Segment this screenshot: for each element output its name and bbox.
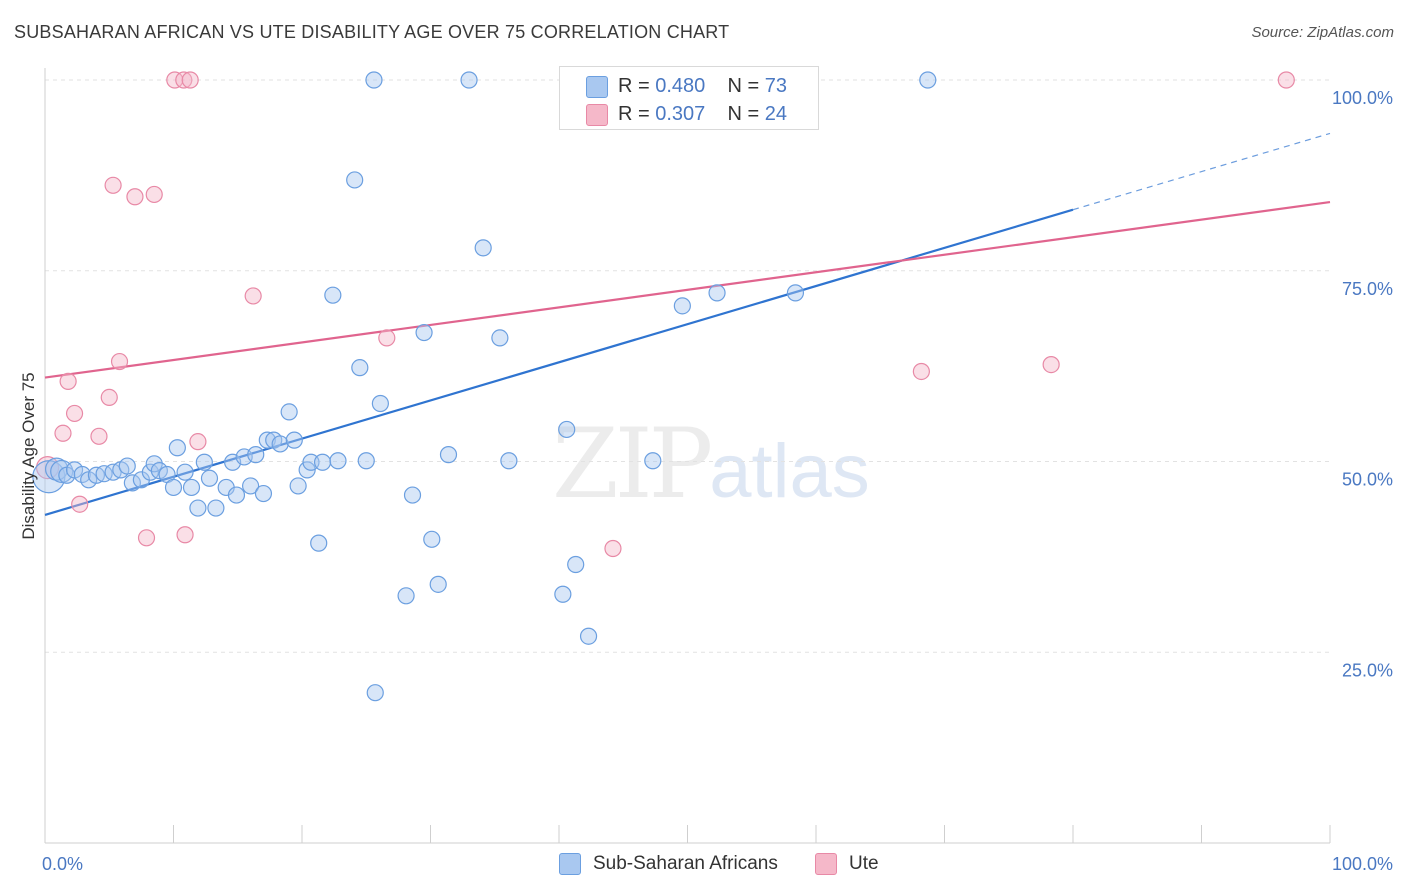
tick-labels: 25.0% 50.0% 75.0% 100.0% 0.0% 100.0%: [42, 88, 1393, 874]
data-point-subsaharan: [673, 297, 691, 315]
data-point-subsaharan: [207, 499, 225, 517]
data-point-subsaharan: [371, 394, 389, 413]
data-point-subsaharan: [254, 484, 273, 503]
data-point-subsaharan: [366, 684, 384, 702]
legend-swatch-ute-bottom: [815, 853, 837, 875]
data-point-subsaharan: [258, 431, 276, 449]
source-credit: Source: ZipAtlas.com: [1251, 24, 1394, 41]
data-point-ute: [137, 529, 156, 547]
data-point-subsaharan: [164, 478, 183, 497]
data-point-ute: [176, 526, 194, 544]
legend-swatch-subsaharan: [586, 76, 608, 98]
data-point-subsaharan: [118, 457, 136, 475]
data-point-subsaharan: [289, 477, 307, 495]
data-point-subsaharan: [195, 453, 213, 471]
legend-swatch-subsaharan-bottom: [559, 853, 581, 875]
legend-stats-subsaharan: R = 0.480 N = 73: [618, 75, 788, 97]
data-point-subsaharan: [285, 431, 303, 449]
data-point-subsaharan: [365, 71, 383, 89]
data-point-subsaharan: [439, 446, 458, 464]
data-point-subsaharan: [324, 286, 342, 304]
data-point-subsaharan: [242, 477, 260, 495]
data-point-ute: [100, 388, 118, 407]
data-point-ute: [1042, 355, 1060, 374]
data-point-ute: [71, 495, 89, 513]
trend-line-extension: [1072, 132, 1331, 211]
data-point-subsaharan: [423, 530, 441, 548]
trend-line-ute: [44, 200, 1331, 379]
data-point-ute: [104, 176, 122, 194]
data-point-subsaharan: [558, 420, 576, 439]
data-point-subsaharan: [415, 323, 433, 342]
data-point-subsaharan: [329, 452, 347, 470]
data-point-ute: [244, 287, 262, 305]
data-point-subsaharan: [123, 474, 141, 492]
stats-legend: R = 0.480 N = 73 R = 0.307 N = 24: [559, 66, 819, 130]
data-point-subsaharan: [500, 452, 518, 470]
data-point-subsaharan: [554, 585, 572, 603]
data-point-subsaharan: [176, 463, 194, 481]
data-point-ute: [90, 427, 108, 445]
data-point-ute: [1277, 71, 1295, 89]
series-legend: Sub-Saharan Africans Ute: [0, 850, 1406, 878]
data-point-subsaharan: [460, 71, 478, 89]
data-point-subsaharan: [168, 439, 186, 457]
trend-lines: [44, 132, 1331, 516]
legend-label-subsaharan: Sub-Saharan Africans: [593, 853, 778, 874]
data-point-subsaharan: [189, 499, 207, 517]
data-point-subsaharan: [403, 486, 422, 504]
data-point-subsaharan: [644, 452, 662, 470]
data-point-subsaharan: [313, 453, 332, 471]
data-point-ute: [175, 71, 193, 89]
axes: [44, 68, 1331, 844]
data-point-ute: [59, 372, 77, 390]
data-point-subsaharan: [429, 575, 447, 593]
data-point-ute: [65, 404, 84, 423]
data-point-subsaharan: [271, 435, 289, 453]
data-point-subsaharan: [351, 359, 369, 377]
y-tick-label: 75.0%: [1342, 279, 1393, 299]
data-point-subsaharan: [150, 462, 168, 480]
y-tick-label: 50.0%: [1342, 470, 1393, 490]
x-tick-label: 100.0%: [1332, 854, 1393, 874]
data-point-ute: [912, 362, 930, 381]
data-point-subsaharan: [227, 486, 246, 504]
legend-label-ute: Ute: [849, 853, 879, 874]
data-point-ute: [181, 71, 199, 89]
data-point-subsaharan: [357, 452, 375, 470]
data-point-subsaharan: [397, 587, 415, 605]
data-point-subsaharan: [247, 446, 265, 464]
data-point-ute: [126, 188, 144, 206]
data-point-subsaharan: [474, 239, 492, 257]
data-point-subsaharan: [200, 469, 219, 487]
chart-title: SUBSAHARAN AFRICAN VS UTE DISABILITY AGE…: [14, 22, 730, 42]
legend-stats-ute: R = 0.307 N = 24: [618, 103, 788, 125]
data-point-subsaharan: [310, 534, 328, 552]
data-point-ute: [110, 352, 129, 371]
data-points: [32, 71, 1295, 702]
y-tick-label: 25.0%: [1342, 660, 1393, 680]
y-axis-title: Disability Age Over 75: [19, 372, 38, 539]
data-point-subsaharan: [919, 71, 937, 89]
data-point-subsaharan: [491, 329, 509, 347]
y-tick-label: 100.0%: [1332, 88, 1393, 108]
data-point-subsaharan: [182, 478, 201, 497]
data-point-subsaharan: [567, 555, 585, 574]
data-point-ute: [54, 424, 72, 442]
data-point-ute: [189, 433, 207, 451]
data-point-subsaharan: [579, 627, 598, 645]
data-point-subsaharan: [786, 284, 805, 302]
data-point-ute: [145, 185, 163, 204]
data-point-subsaharan: [346, 171, 364, 189]
data-point-ute: [378, 329, 396, 347]
data-point-subsaharan: [708, 284, 726, 302]
data-point-ute: [604, 539, 622, 558]
data-point-subsaharan: [280, 403, 298, 421]
x-tick-label: 0.0%: [42, 854, 83, 874]
grid-lines: [45, 79, 1330, 653]
legend-swatch-ute: [586, 104, 608, 126]
